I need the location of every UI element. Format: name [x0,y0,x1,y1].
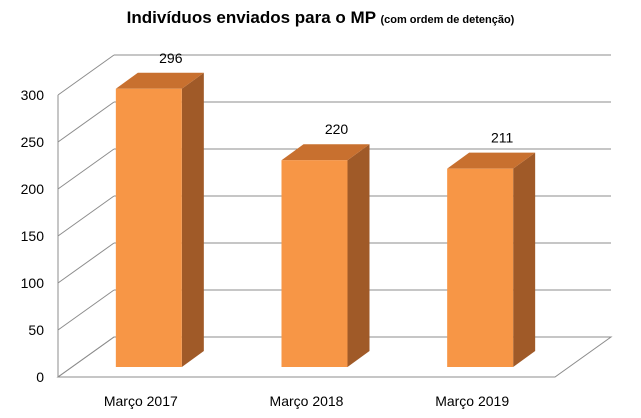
bar-top [447,152,536,169]
y-tick-label: 300 [21,87,45,103]
bar [115,72,204,367]
grid-diagonal-300 [57,54,115,96]
grid-diagonal-200 [57,148,115,190]
labels: 0 50 100 150 200 250 300 296 Março 2017 220 Março … [21,50,514,409]
bar-side [347,144,370,367]
grid-diagonal-50 [57,289,115,331]
bar-front [447,168,514,367]
y-tick-label: 50 [28,322,44,338]
y-tick-label: 200 [21,181,45,197]
chart-title-main: Indivíduos enviados para o MP [126,8,376,27]
y-tick-label: 100 [21,275,45,291]
bars [115,72,536,367]
bar-front [115,88,182,367]
grid-diagonal-250 [57,101,115,143]
bar-top [281,144,370,161]
x-category-label: Março 2019 [435,393,509,409]
y-tick-label: 150 [21,228,45,244]
bar-side [181,72,204,367]
data-label: 211 [491,130,514,146]
chart-title: Indivíduos enviados para o MP (com ordem… [0,8,641,28]
x-category-label: Março 2018 [270,393,344,409]
bar-front [281,160,348,367]
bar-side [513,152,536,367]
bar [447,152,536,367]
grid-diagonal-150 [57,195,115,237]
data-label: 296 [159,50,183,66]
bar [281,144,370,367]
y-tick-label: 250 [21,134,45,150]
x-category-label: Março 2017 [104,393,178,409]
y-tick-label: 0 [36,369,44,385]
data-label: 220 [325,121,349,137]
bar-top [115,72,204,89]
chart-subtitle: (com ordem de detenção) [380,14,515,26]
floor [56,336,613,378]
grid-diagonal-100 [57,242,115,284]
